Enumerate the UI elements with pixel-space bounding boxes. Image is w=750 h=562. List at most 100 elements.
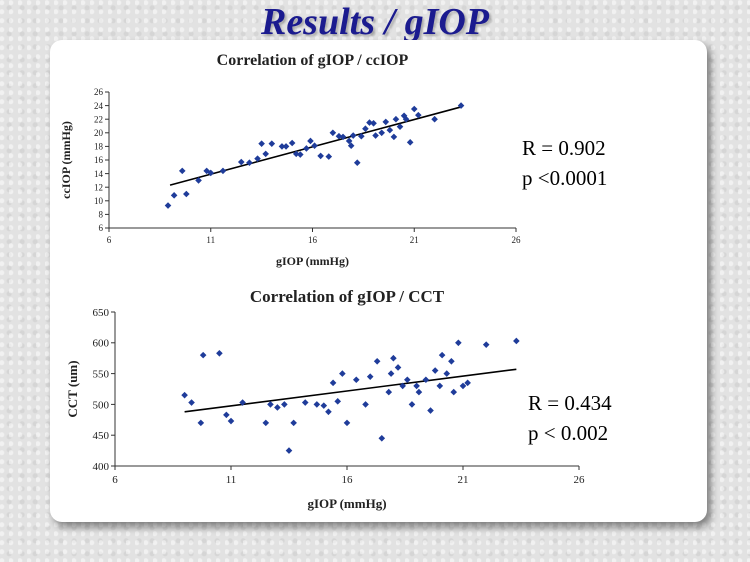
- chart1-x-tick-label: 26: [512, 235, 522, 245]
- chart2-r-value: R = 0.434: [528, 391, 612, 415]
- chart1-data-point: [329, 129, 337, 137]
- chart2-data-point: [274, 404, 281, 411]
- chart2-data-point: [513, 337, 520, 345]
- chart1-data-point: [378, 129, 385, 137]
- chart1-x-tick-label: 11: [206, 235, 215, 245]
- chart2-data-point: [390, 354, 397, 362]
- chart2-data-point: [413, 382, 420, 390]
- chart2-x-tick-label: 16: [342, 474, 354, 486]
- chart2-data-point: [482, 341, 490, 348]
- chart1-data-point: [292, 150, 300, 158]
- chart1-data-point: [262, 150, 269, 158]
- chart1-y-tick-label: 20: [94, 128, 104, 138]
- chart1-data-point: [402, 115, 410, 123]
- chart1-data-point: [431, 115, 438, 123]
- chart1-y-tick-label: 14: [94, 169, 104, 179]
- chart1-data-point: [457, 102, 465, 109]
- charts-canvas: Correlation of gIOP / ccIOP 6 11 16 21 26 6 8 10…: [59, 52, 586, 511]
- chart1-data-point: [415, 111, 422, 119]
- chart1-y-tick-label: 16: [94, 155, 104, 165]
- chart2-data-point: [301, 399, 309, 406]
- chart1-data-point: [288, 139, 296, 147]
- chart1-y-axis-label: ccIOP (mmHg): [59, 121, 73, 199]
- chart2-data-point: [313, 401, 321, 408]
- chart2-data-point: [188, 399, 195, 406]
- chart2-y-tick-label: 500: [93, 399, 110, 411]
- chart2-data-point: [436, 382, 444, 390]
- chart2-data-point: [404, 376, 411, 384]
- chart1-data-point: [353, 159, 361, 167]
- chart1-data-point: [311, 142, 318, 150]
- chart2-data-point: [464, 379, 471, 387]
- chart1-y-tick-label: 18: [94, 142, 104, 152]
- chart2-data-point: [455, 339, 462, 347]
- chart2-data-point: [290, 419, 297, 427]
- chart2-data-point: [415, 388, 423, 396]
- chart1-r-value: R = 0.902: [522, 136, 606, 160]
- chart2-data-point: [422, 376, 430, 384]
- chart1-data-point: [183, 190, 190, 198]
- chart2-data-point: [325, 408, 332, 416]
- chart1-data-point: [410, 105, 418, 113]
- chart1-data-point: [207, 169, 215, 177]
- chart2-x-tick-label: 11: [226, 474, 237, 486]
- chart2-data-point: [373, 357, 381, 365]
- chart1-data-point: [278, 143, 286, 150]
- chart1-data-point: [392, 115, 400, 123]
- chart2-data-point: [239, 399, 246, 406]
- chart1-y-tick-label: 6: [99, 223, 104, 233]
- chart1-y-tick-label: 10: [94, 196, 104, 206]
- chart1-y-tick-label: 8: [99, 210, 104, 220]
- chart1-y-tick-label: 26: [94, 87, 104, 97]
- chart2-data-point: [216, 349, 223, 357]
- chart2-title: Correlation of gIOP / CCT: [250, 287, 445, 306]
- chart2-p-value: p < 0.002: [528, 421, 609, 445]
- chart1-data-point: [396, 123, 404, 130]
- chart1-data-point: [370, 119, 377, 127]
- chart1-data-point: [237, 158, 245, 166]
- chart1-x-axis-label: gIOP (mmHg): [276, 254, 349, 268]
- chart1-y-tick-label: 22: [94, 114, 103, 124]
- chart1-data-point: [219, 167, 227, 175]
- chart2-data-point: [262, 419, 270, 427]
- chart1-data-point: [372, 132, 379, 139]
- chart1-x-tick-label: 21: [410, 235, 419, 245]
- chart1-data-point: [406, 139, 414, 146]
- chart1-p-value: p <0.0001: [522, 166, 608, 190]
- chart2-data-point: [267, 401, 274, 408]
- slide-title: Results / gIOP: [260, 1, 490, 43]
- chart1-x-tick-label: 16: [308, 235, 318, 245]
- chart2-y-tick-label: 450: [93, 430, 110, 442]
- chart1-data-point: [296, 151, 304, 158]
- chart2-data-point: [399, 382, 406, 390]
- chart2-data-point: [366, 373, 374, 380]
- chart2-y-axis-label: CCT (um): [65, 360, 80, 417]
- chart2-x-tick-label: 26: [574, 474, 586, 486]
- chart1-x-tick-label: 6: [107, 235, 112, 245]
- chart1-data-point: [195, 177, 202, 184]
- chart1-data-point: [178, 167, 186, 175]
- chart2-y-tick-label: 550: [93, 368, 110, 380]
- chart2-data-point: [197, 419, 205, 427]
- chart1-data-point: [303, 145, 310, 152]
- chart1-data-point: [170, 192, 178, 199]
- chart2-data-point: [334, 398, 342, 405]
- chart2-data-point: [281, 401, 288, 408]
- chart1-data-point: [347, 142, 355, 150]
- chart1-data-point: [386, 126, 394, 134]
- chart2-data-point: [181, 391, 188, 399]
- chart2-data-point: [387, 370, 395, 377]
- chart2-data-point: [329, 379, 337, 387]
- chart1-title: Correlation of gIOP / ccIOP: [217, 52, 409, 69]
- chart1-data-point: [362, 125, 369, 133]
- chart2-data-point: [378, 434, 386, 442]
- chart2-data-point: [199, 351, 207, 359]
- chart1-data-point: [258, 140, 265, 147]
- chart2-data-point: [352, 376, 360, 384]
- chart1-data-point: [203, 167, 210, 175]
- chart1-y-tick-label: 24: [94, 101, 104, 111]
- chart1-data-point: [382, 118, 390, 126]
- chart2-data-point: [427, 407, 434, 414]
- chart1-y-tick-label: 12: [94, 182, 103, 192]
- chart2-data-point: [385, 388, 393, 396]
